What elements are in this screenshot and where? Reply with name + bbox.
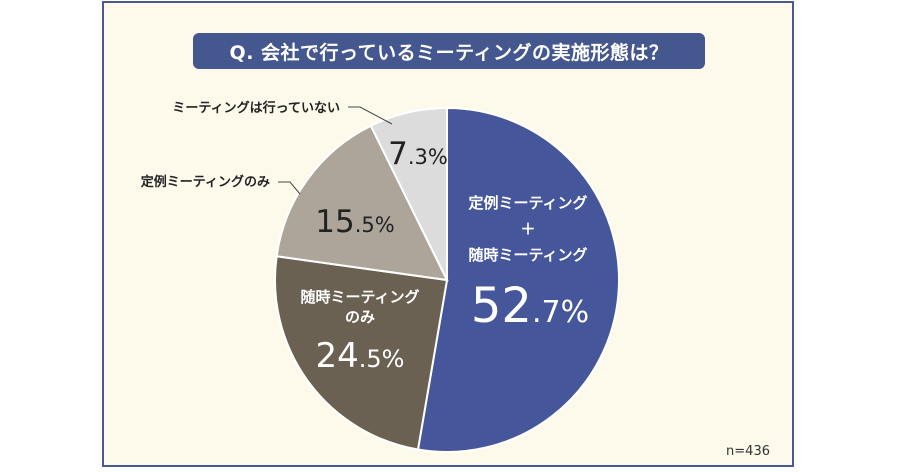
slice-label-1: 随時ミーティング [468,246,587,264]
pie-slice-2 [274,255,449,451]
slice-percent-4: 7.3% [388,136,448,172]
chart-title: Q. 会社で行っているミーティングの実施形態は？ [193,33,705,69]
slice-label-1: ＋ [520,220,535,238]
slice-label-3: 定例ミーティングのみ [140,174,270,190]
slice-percent-2: 24.5% [316,336,405,376]
slice-percent-1: 52.7% [471,278,589,334]
slice-percent-3: 15.5% [315,204,394,240]
slice-label-2: のみ [345,308,375,326]
pie-slice-3 [275,124,449,282]
slice-label-2: 随時ミーティング [300,288,419,306]
pie-slice-4 [369,106,448,281]
leader-line-3 [278,181,301,195]
slice-label-4: ミーティングは行っていない [172,100,340,116]
leader-line-4 [348,106,393,125]
sample-size-note: n=436 [726,444,770,459]
pie-slice-1 [416,106,620,453]
slice-label-1: 定例ミーティング [468,194,587,212]
